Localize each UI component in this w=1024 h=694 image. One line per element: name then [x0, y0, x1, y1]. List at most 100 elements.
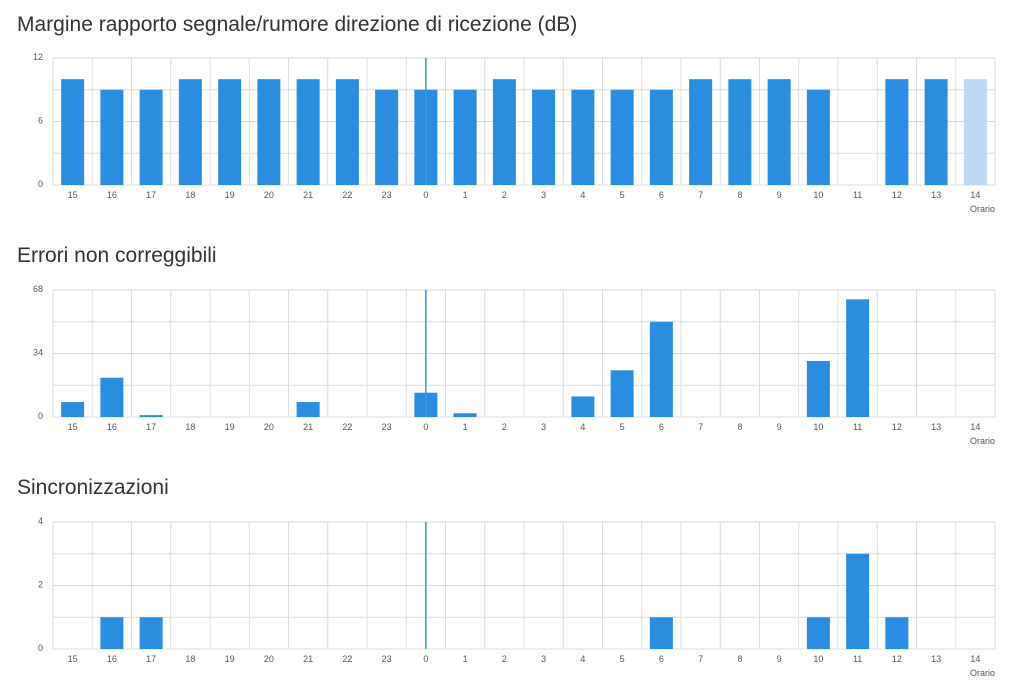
x-tick-label: 10 — [813, 422, 823, 432]
y-tick-label: 12 — [33, 52, 43, 62]
bar — [885, 79, 909, 185]
x-tick-label: 17 — [146, 190, 156, 200]
bar — [571, 396, 595, 417]
x-tick-label: 10 — [813, 190, 823, 200]
x-tick-label: 13 — [931, 654, 941, 664]
x-tick-label: 16 — [107, 190, 117, 200]
x-tick-label: 8 — [737, 190, 742, 200]
x-tick-label: 23 — [382, 422, 392, 432]
bar — [963, 79, 987, 185]
x-tick-label: 12 — [892, 654, 902, 664]
x-tick-label: 13 — [931, 190, 941, 200]
chart-snr-margin: Margine rapporto segnale/rumore direzion… — [0, 0, 1024, 232]
bar — [139, 415, 163, 417]
chart-title: Errori non correggibili — [17, 244, 217, 267]
y-tick-label: 2 — [38, 580, 43, 590]
x-tick-label: 18 — [185, 190, 195, 200]
x-tick-label: 5 — [620, 422, 625, 432]
chart-synchronizations: Sincronizzazioni 4 2 0 15 16 17 18 19 20 21 22 23 0 1… — [0, 464, 1024, 694]
bar — [610, 89, 634, 185]
y-tick-label: 0 — [38, 643, 43, 653]
bar — [806, 360, 830, 417]
bar — [61, 402, 85, 417]
bar — [846, 299, 870, 417]
bar — [139, 89, 163, 185]
x-tick-label: 1 — [463, 190, 468, 200]
bar — [453, 413, 477, 417]
x-tick-label: 9 — [777, 654, 782, 664]
bar — [218, 79, 242, 185]
x-tick-label: 21 — [303, 422, 313, 432]
x-tick-label: 11 — [853, 190, 862, 200]
bar — [100, 617, 124, 649]
x-tick-label: 3 — [541, 654, 546, 664]
x-tick-label: 22 — [342, 654, 352, 664]
x-tick-label: 14 — [970, 190, 980, 200]
chart-title: Sincronizzazioni — [17, 476, 169, 499]
x-tick-label: 17 — [146, 654, 156, 664]
bar — [257, 79, 281, 185]
x-tick-label: 19 — [225, 654, 235, 664]
x-tick-label: 2 — [502, 422, 507, 432]
x-tick-label: 2 — [502, 654, 507, 664]
x-tick-label: 18 — [185, 654, 195, 664]
bar — [296, 79, 320, 185]
x-tick-label: 11 — [853, 654, 862, 664]
bar — [100, 377, 124, 417]
bar — [649, 321, 673, 417]
x-tick-label: 22 — [342, 190, 352, 200]
x-tick-label: 7 — [698, 654, 703, 664]
x-tick-label: 3 — [541, 422, 546, 432]
x-tick-label: 4 — [580, 190, 585, 200]
x-tick-label: 20 — [264, 422, 274, 432]
x-tick-label: 1 — [463, 422, 468, 432]
x-tick-label: 8 — [737, 422, 742, 432]
x-tick-label: 7 — [698, 422, 703, 432]
x-tick-label: 8 — [737, 654, 742, 664]
bar — [178, 79, 202, 185]
x-tick-label: 15 — [68, 190, 78, 200]
bar — [571, 89, 595, 185]
x-tick-label: 4 — [580, 654, 585, 664]
x-tick-label: 13 — [931, 422, 941, 432]
x-tick-label: 19 — [225, 422, 235, 432]
y-tick-label: 68 — [33, 284, 43, 294]
bar — [649, 617, 673, 649]
x-tick-label: 4 — [580, 422, 585, 432]
x-tick-label: 14 — [970, 654, 980, 664]
bar — [610, 370, 634, 417]
x-tick-label: 7 — [698, 190, 703, 200]
x-tick-label: 3 — [541, 190, 546, 200]
x-tick-label: 11 — [853, 422, 862, 432]
x-tick-label: 12 — [892, 190, 902, 200]
bar — [885, 617, 909, 649]
x-tick-label: 0 — [423, 422, 428, 432]
x-tick-label: 6 — [659, 654, 664, 664]
x-tick-label: 23 — [382, 654, 392, 664]
x-tick-label: 22 — [342, 422, 352, 432]
y-tick-label: 0 — [38, 179, 43, 189]
chart-title: Margine rapporto segnale/rumore direzion… — [17, 13, 578, 36]
bar — [806, 617, 830, 649]
x-tick-label: 17 — [146, 422, 156, 432]
x-tick-label: 23 — [382, 190, 392, 200]
bar — [296, 402, 320, 417]
x-tick-label: 19 — [225, 190, 235, 200]
y-tick-label: 6 — [38, 116, 43, 126]
bar — [728, 79, 752, 185]
x-tick-label: 1 — [463, 654, 468, 664]
x-tick-label: 0 — [423, 654, 428, 664]
x-tick-label: 2 — [502, 190, 507, 200]
x-tick-label: 5 — [620, 190, 625, 200]
x-tick-label: 18 — [185, 422, 195, 432]
x-tick-label: 16 — [107, 422, 117, 432]
bar — [100, 89, 124, 185]
x-tick-label: 0 — [423, 190, 428, 200]
x-tick-label: 21 — [303, 190, 313, 200]
x-tick-label: 15 — [68, 422, 78, 432]
x-tick-label: 10 — [813, 654, 823, 664]
y-tick-label: 0 — [38, 411, 43, 421]
x-tick-label: 6 — [659, 190, 664, 200]
